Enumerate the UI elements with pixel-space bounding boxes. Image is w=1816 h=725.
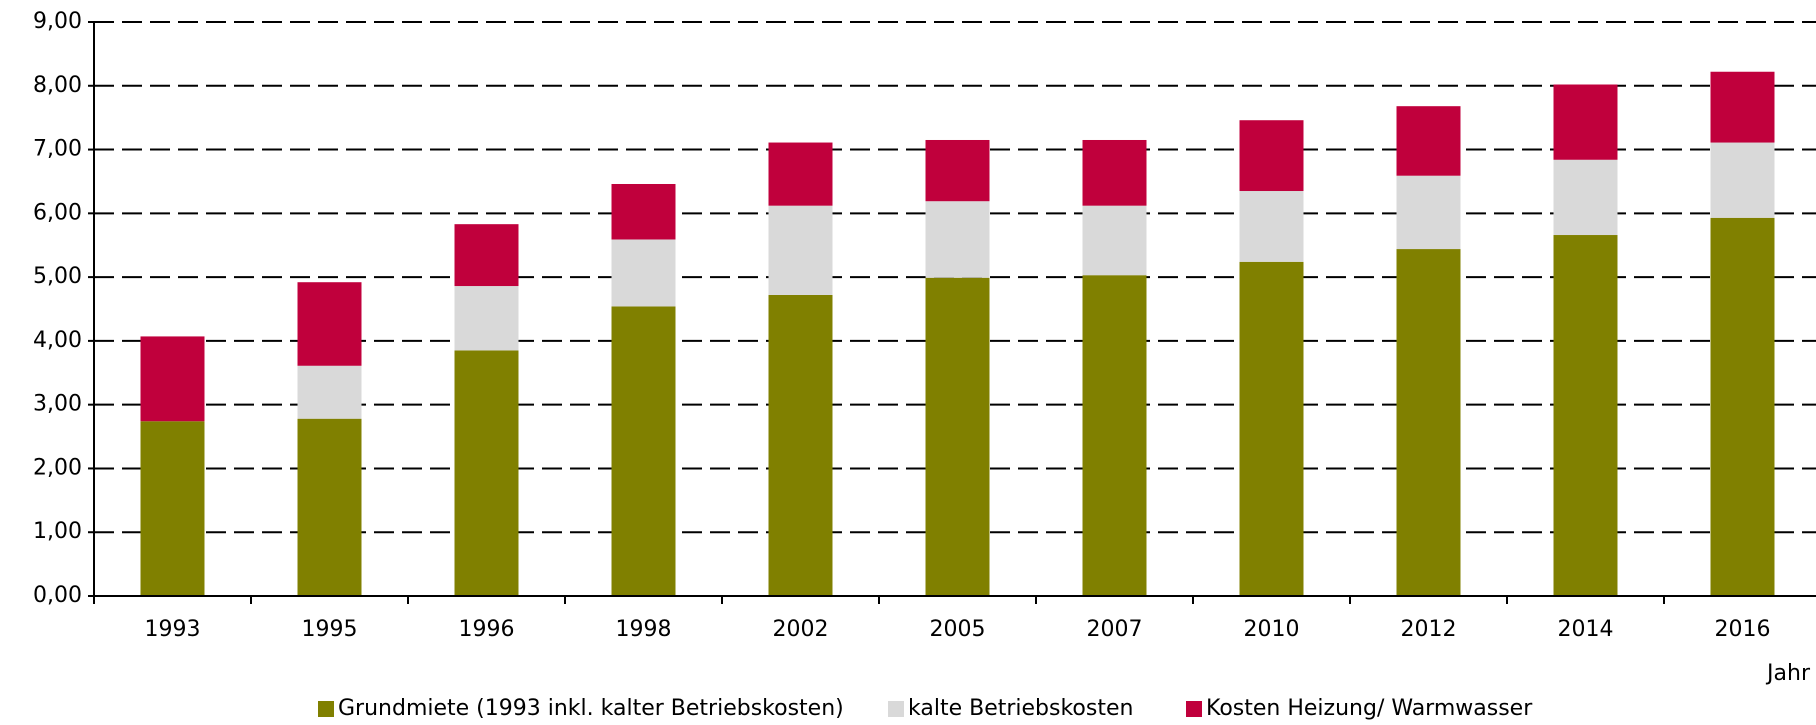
x-tick-label: 2012 — [1401, 617, 1457, 642]
x-tick-label: 2014 — [1558, 617, 1614, 642]
bar-segment — [925, 277, 990, 596]
bar-segment — [140, 336, 205, 422]
x-tick-label: 1996 — [459, 617, 515, 642]
bar-segment — [768, 142, 833, 206]
x-tick-label: 2005 — [930, 617, 986, 642]
bar-segment — [1396, 249, 1461, 596]
y-tick-label: 2,00 — [33, 455, 82, 480]
y-tick-label: 7,00 — [33, 137, 82, 162]
bar-segment — [1710, 217, 1775, 596]
bar-segment — [1239, 120, 1304, 192]
bar-segment — [140, 421, 205, 596]
bar-segment — [1396, 175, 1461, 250]
bar-segment — [1239, 191, 1304, 262]
x-tick-label: 1993 — [145, 617, 201, 642]
x-tick-label: 2010 — [1244, 617, 1300, 642]
bar-segment — [768, 294, 833, 596]
legend-label: kalte Betriebskosten — [908, 696, 1133, 721]
bar-segment — [611, 239, 676, 307]
bar-segment — [1239, 261, 1304, 596]
x-tick-label: 1995 — [302, 617, 358, 642]
bar-segment — [297, 282, 362, 366]
x-tick-label: 2016 — [1715, 617, 1771, 642]
bar-segment — [1553, 235, 1618, 597]
y-tick-label: 3,00 — [33, 392, 82, 417]
legend-swatch — [888, 701, 904, 717]
bar-segment — [454, 350, 519, 596]
x-tick-label: 1998 — [616, 617, 672, 642]
bar-segment — [1396, 106, 1461, 176]
bar-segment — [297, 418, 362, 596]
bar-segment — [1553, 159, 1618, 236]
y-tick-label: 8,00 — [33, 73, 82, 98]
bar-segment — [454, 286, 519, 351]
bar-segment — [925, 139, 990, 202]
y-tick-label: 0,00 — [33, 583, 82, 608]
bar-segment — [1082, 275, 1147, 596]
legend-label: Grundmiete (1993 inkl. kalter Betriebsko… — [338, 696, 844, 721]
bar-segment — [1553, 84, 1618, 160]
bar-segment — [611, 306, 676, 596]
y-tick-label: 9,00 — [33, 9, 82, 34]
legend-label: Kosten Heizung/ Warmwasser — [1206, 696, 1533, 721]
bar-segment — [1082, 139, 1147, 206]
x-tick-label: 2007 — [1087, 617, 1143, 642]
bar-segment — [1082, 205, 1147, 276]
y-tick-label: 4,00 — [33, 328, 82, 353]
bar-segment — [925, 201, 990, 278]
bar-segment — [297, 365, 362, 419]
bar-segment — [768, 205, 833, 295]
bar-segment — [1710, 71, 1775, 143]
y-tick-label: 5,00 — [33, 264, 82, 289]
x-tick-label: 2002 — [773, 617, 829, 642]
bar-segment — [454, 224, 519, 287]
y-tick-label: 1,00 — [33, 519, 82, 544]
x-axis-label: Jahr — [1765, 661, 1811, 686]
legend-swatch — [1186, 701, 1202, 717]
legend-swatch — [318, 701, 334, 717]
bar-segment — [1710, 142, 1775, 218]
bar-segment — [611, 183, 676, 240]
y-tick-label: 6,00 — [33, 200, 82, 225]
